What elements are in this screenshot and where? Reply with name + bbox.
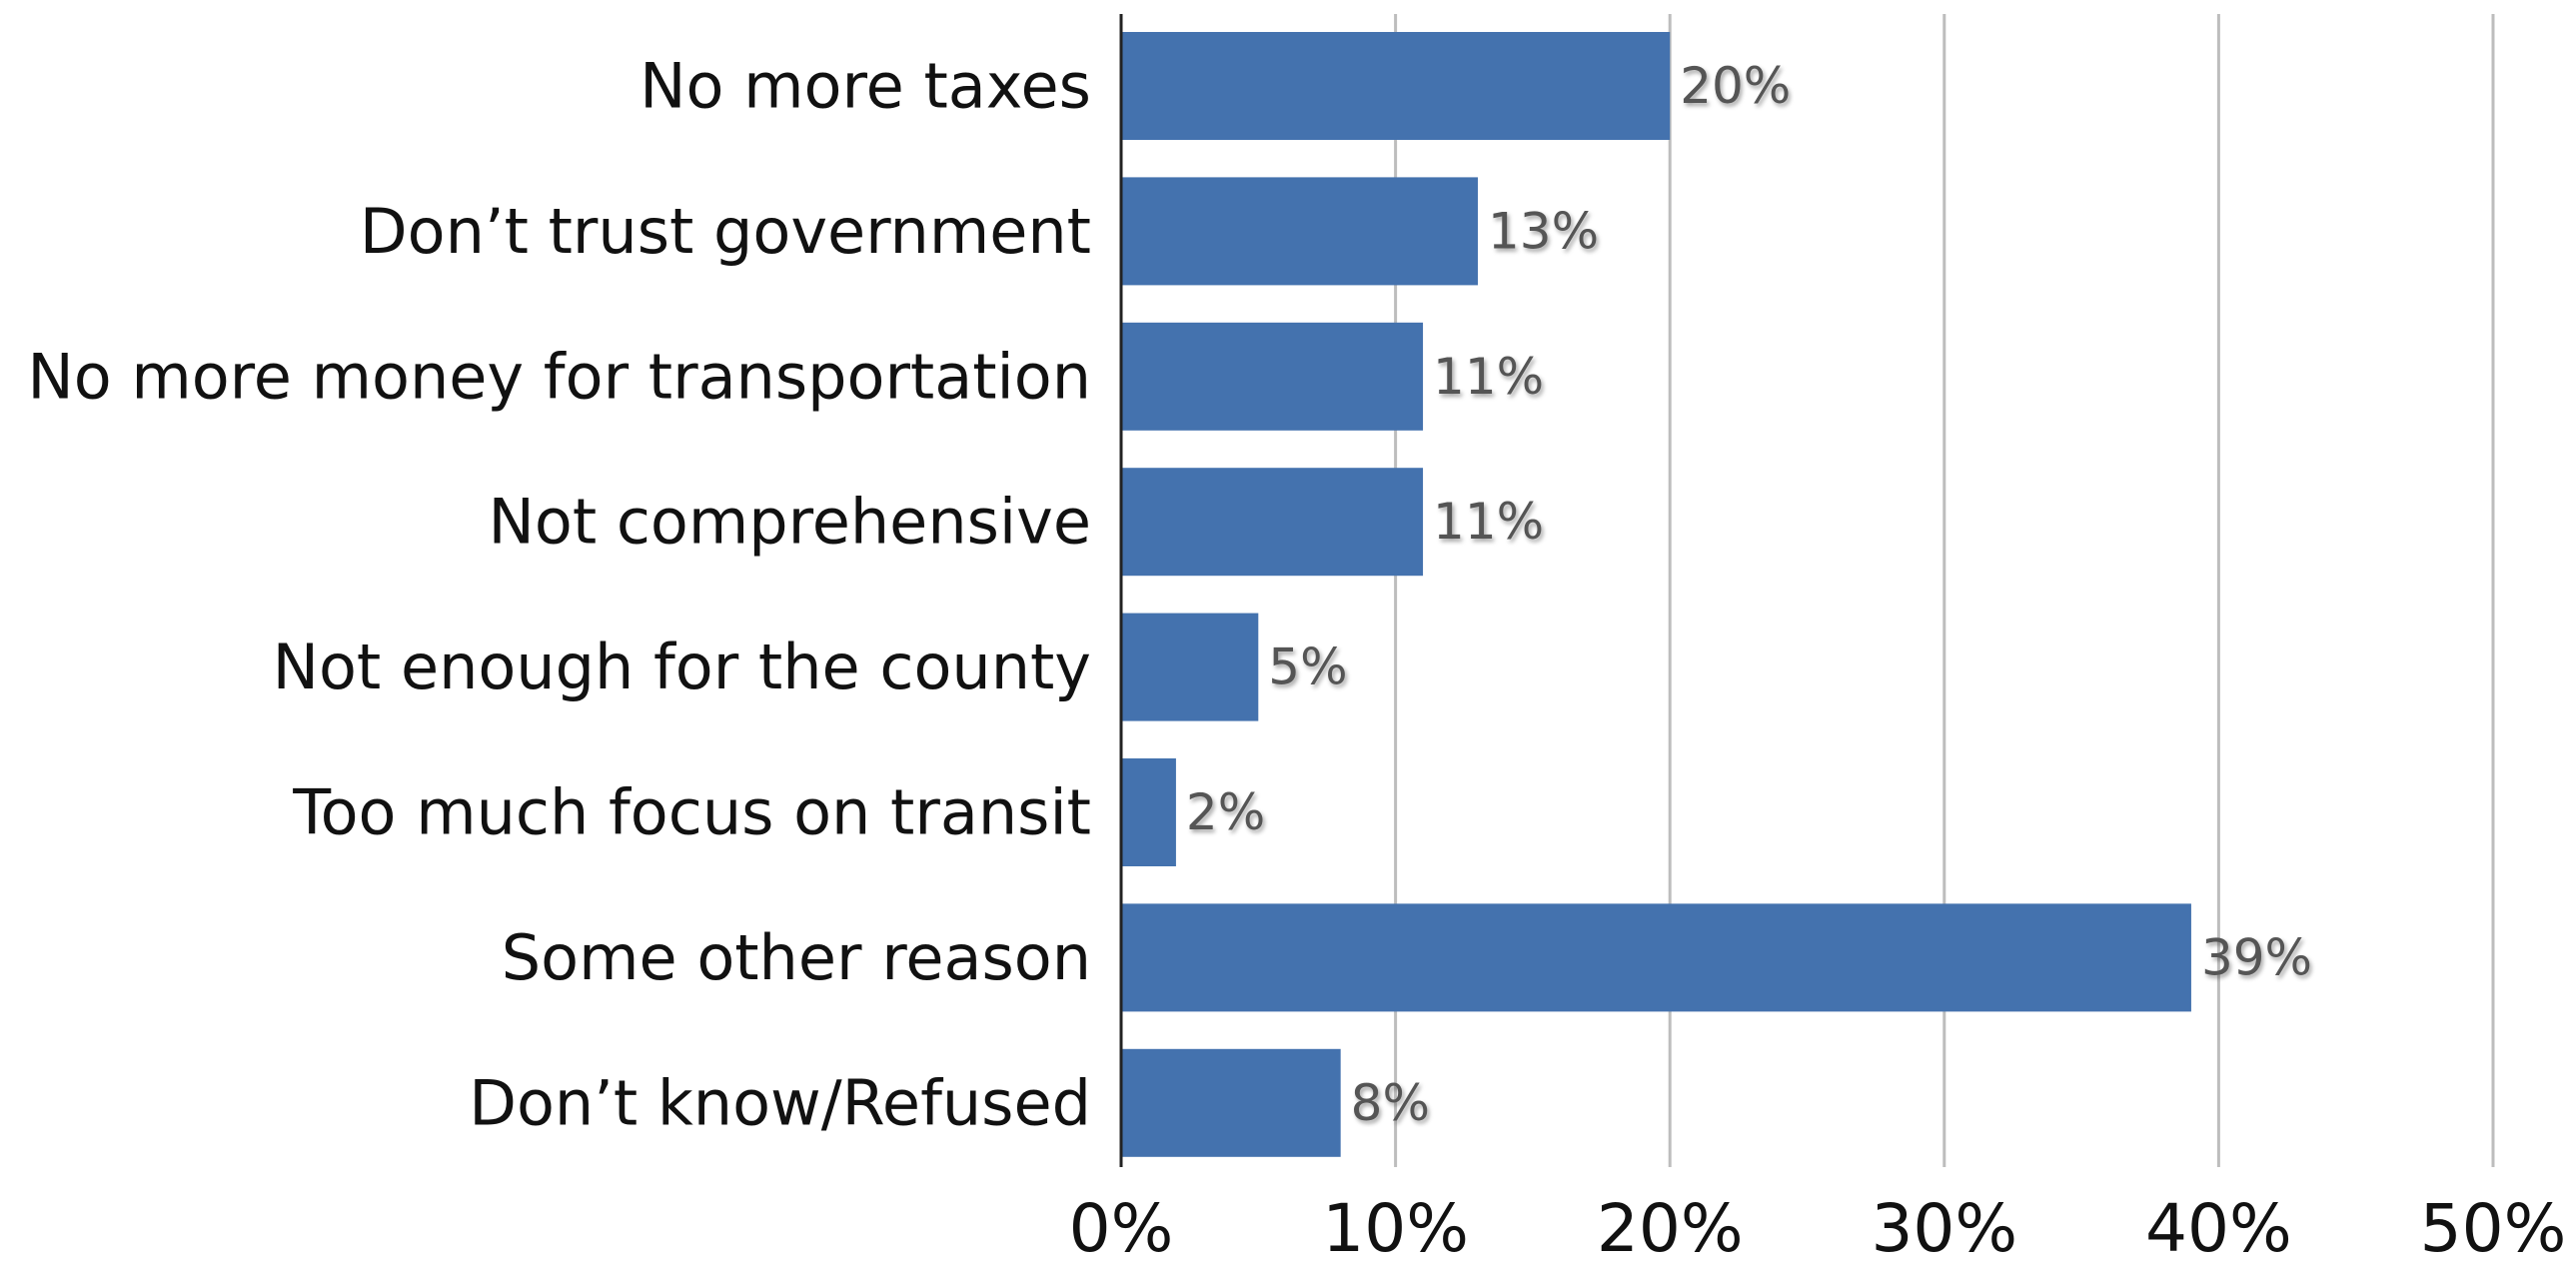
bar-4 — [1121, 468, 1424, 577]
category-label: Some other reason — [502, 921, 1091, 994]
category-label: Not enough for the county — [273, 631, 1091, 703]
data-label: 20% — [1680, 57, 1791, 115]
category-label: Not comprehensive — [489, 486, 1091, 559]
bar-7 — [1121, 903, 2191, 1012]
bar-8 — [1121, 1048, 1341, 1157]
category-label: Don’t know/Refused — [469, 1066, 1091, 1139]
category-label: No more taxes — [640, 50, 1091, 123]
bar-3 — [1121, 322, 1424, 431]
data-label: 13% — [1488, 202, 1599, 260]
bar-1 — [1121, 32, 1671, 140]
bar-2 — [1121, 177, 1478, 286]
category-label: Don’t trust government — [360, 195, 1091, 268]
x-tick-label: 30% — [1871, 1190, 2017, 1267]
bar-5 — [1121, 613, 1259, 721]
data-label: 8% — [1351, 1074, 1430, 1132]
x-tick-label: 20% — [1597, 1190, 1744, 1267]
category-label: No more money for transportation — [27, 340, 1091, 413]
data-label: 5% — [1268, 639, 1347, 696]
data-label: 39% — [2201, 928, 2312, 986]
data-label: 11% — [1433, 348, 1544, 406]
category-label: Too much focus on transit — [292, 776, 1091, 849]
data-label: 11% — [1433, 493, 1544, 551]
bars — [1121, 32, 2191, 1157]
x-tick-label: 0% — [1069, 1190, 1174, 1267]
bar-6 — [1121, 758, 1176, 866]
data-label: 2% — [1186, 783, 1265, 841]
x-tick-label: 40% — [2145, 1190, 2292, 1267]
x-tick-label: 50% — [2420, 1190, 2567, 1267]
x-tick-label: 10% — [1322, 1190, 1469, 1267]
labels: No more taxes 20% Don’t trust government 13… — [27, 50, 2566, 1268]
